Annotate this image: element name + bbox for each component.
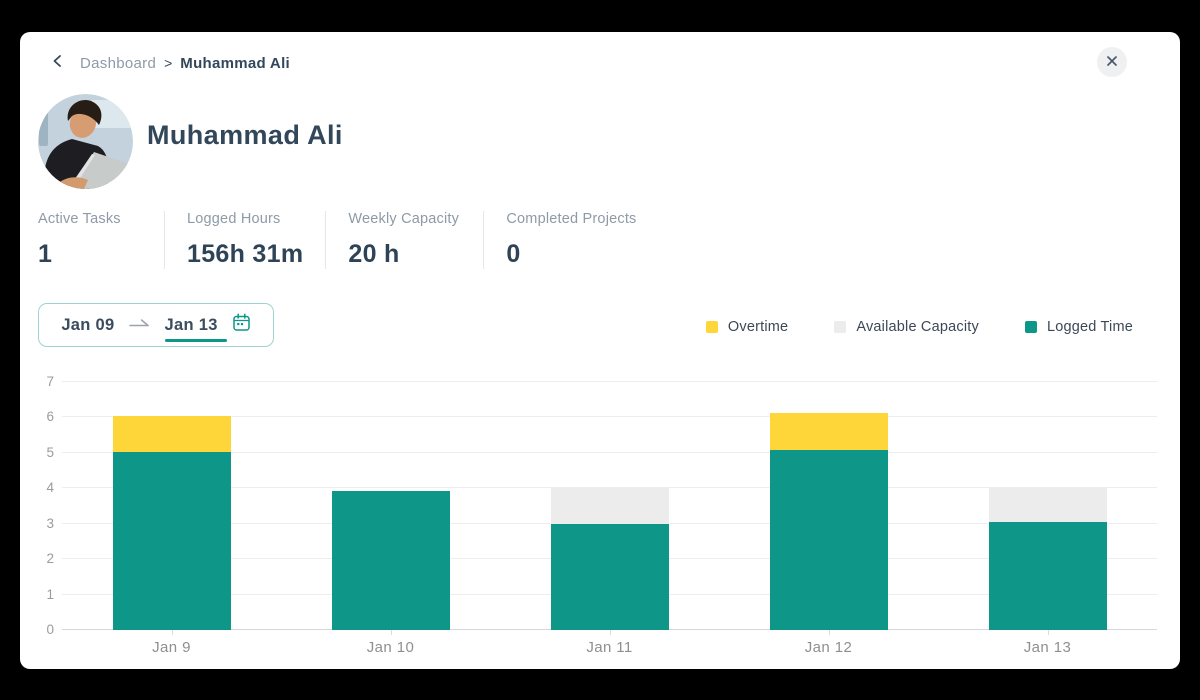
x-axis-label: Jan 13 — [1023, 639, 1072, 656]
page-title: Muhammad Ali — [147, 120, 343, 150]
x-axis-label: Jan 11 — [586, 639, 633, 656]
chevron-left-icon — [50, 53, 66, 74]
bar-groups: Jan 9 Jan 10 Jan 11 Jan 12 Jan 13 — [62, 382, 1157, 656]
y-axis-label: 0 — [46, 622, 54, 637]
breadcrumb-separator: > — [164, 55, 173, 71]
stacked-bar-jan-9 — [112, 416, 231, 630]
date-range-start[interactable]: Jan 09 — [61, 315, 115, 334]
arrow-right-icon — [128, 316, 151, 334]
x-axis-label: Jan 10 — [366, 639, 415, 656]
legend-label: Logged Time — [1046, 319, 1133, 335]
legend-label: Overtime — [727, 319, 789, 335]
bar-group-jan-12: Jan 12 — [719, 382, 938, 656]
date-range-end[interactable]: Jan 13 — [164, 315, 218, 334]
stacked-bar-jan-12 — [769, 413, 888, 630]
breadcrumb-current: Muhammad Ali — [180, 54, 291, 72]
gridline — [62, 381, 1157, 382]
legend-swatch-logged-time — [1024, 321, 1037, 333]
y-axis-label: 1 — [46, 586, 54, 602]
stat-value: 0 — [506, 240, 521, 268]
stat-value: 156h 31m — [187, 240, 304, 268]
chart-legend: Overtime Available Capacity Logged Time — [705, 319, 1133, 335]
x-axis-label: Jan 12 — [804, 639, 853, 656]
legend-swatch-available-capacity — [834, 321, 847, 333]
bar-segment-overtime-jan-9[interactable] — [112, 416, 231, 452]
legend-item-logged-time[interactable]: Logged Time — [1024, 319, 1133, 335]
calendar-icon[interactable] — [232, 313, 251, 337]
x-axis-tick — [390, 630, 392, 635]
x-axis-tick — [1047, 630, 1049, 635]
legend-item-overtime[interactable]: Overtime — [705, 319, 789, 335]
legend-label: Available Capacity — [856, 319, 979, 335]
bar-segment-logged-time-jan-9[interactable] — [112, 451, 231, 630]
x-axis-tick — [828, 630, 830, 635]
bar-group-jan-9: Jan 9 — [62, 382, 281, 656]
capacity-bar-chart: 0 1 2 3 4 5 6 7 Jan 9 Jan 10 Jan 11 Jan 12 Jan 13 — [28, 374, 1157, 667]
y-axis-label: 6 — [46, 409, 54, 425]
stat-label: Active Tasks — [38, 211, 121, 227]
selected-date-underline — [165, 339, 227, 342]
bar-group-jan-11: Jan 11 — [500, 382, 719, 656]
stacked-bar-jan-13 — [988, 488, 1107, 630]
legend-item-available-capacity[interactable]: Available Capacity — [834, 319, 979, 335]
y-axis-label: 5 — [46, 444, 54, 460]
x-axis-tick — [171, 630, 173, 635]
stat-value: 1 — [38, 240, 53, 268]
bar-segment-logged-time-jan-10[interactable] — [331, 491, 450, 630]
profile-header: Muhammad Ali — [38, 94, 343, 189]
y-axis-label: 3 — [46, 515, 54, 531]
back-button[interactable] — [50, 53, 66, 74]
bar-segment-logged-time-jan-13[interactable] — [988, 522, 1107, 630]
breadcrumb: Dashboard > Muhammad Ali — [50, 48, 1150, 78]
stat-active-tasks: Active Tasks 1 — [38, 211, 164, 269]
y-axis-label: 4 — [46, 480, 54, 496]
close-button[interactable] — [1097, 47, 1127, 77]
breadcrumb-parent[interactable]: Dashboard — [80, 54, 157, 72]
y-axis-label: 2 — [46, 551, 54, 567]
stats-row: Active Tasks 1 Logged Hours 156h 31m Wee… — [38, 211, 659, 269]
date-range-picker[interactable]: Jan 09 Jan 13 — [38, 303, 274, 347]
legend-swatch-overtime — [705, 321, 718, 333]
bar-segment-available-capacity-jan-13[interactable] — [988, 488, 1107, 523]
stat-value: 20 h — [348, 240, 400, 268]
stat-label: Weekly Capacity — [348, 211, 460, 227]
plot-area: Jan 9 Jan 10 Jan 11 Jan 12 Jan 13 — [62, 381, 1157, 656]
stat-completed-projects: Completed Projects 0 — [483, 211, 658, 269]
x-axis-label: Jan 9 — [152, 639, 191, 656]
stacked-bar-jan-11 — [550, 488, 669, 630]
y-axis-label: 7 — [46, 374, 54, 389]
avatar — [38, 94, 133, 189]
profile-panel: Dashboard > Muhammad Ali — [20, 32, 1180, 669]
stacked-bar-jan-10 — [331, 491, 450, 630]
bar-group-jan-13: Jan 13 — [938, 382, 1157, 656]
x-axis-tick — [609, 630, 611, 635]
stat-weekly-capacity: Weekly Capacity 20 h — [325, 211, 483, 269]
bar-group-jan-10: Jan 10 — [281, 382, 500, 656]
bar-segment-logged-time-jan-11[interactable] — [550, 524, 669, 630]
gridline — [62, 416, 1157, 418]
stat-label: Completed Projects — [506, 211, 637, 227]
close-icon — [1105, 54, 1119, 71]
stat-label: Logged Hours — [187, 211, 281, 227]
gridline — [62, 451, 1157, 453]
gridline — [62, 487, 1157, 489]
bar-segment-logged-time-jan-12[interactable] — [769, 450, 888, 630]
y-axis: 0 1 2 3 4 5 6 7 — [28, 374, 54, 637]
bar-segment-available-capacity-jan-11[interactable] — [550, 488, 669, 525]
stat-logged-hours: Logged Hours 156h 31m — [164, 211, 325, 269]
bar-segment-overtime-jan-12[interactable] — [769, 413, 888, 451]
